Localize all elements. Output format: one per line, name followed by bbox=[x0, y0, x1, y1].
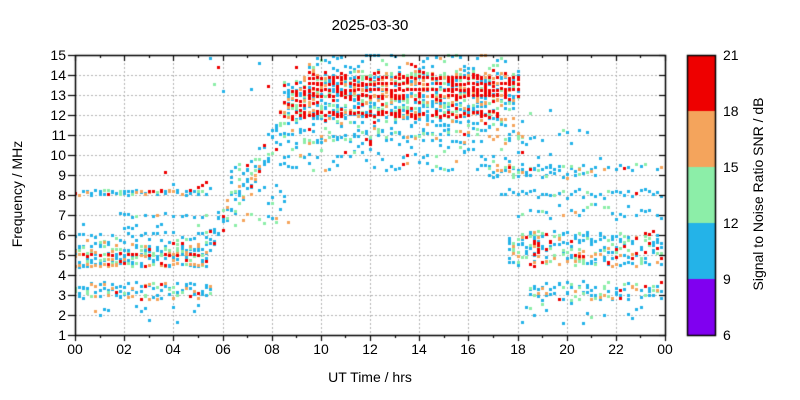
y-tick-label: 13 bbox=[50, 87, 66, 103]
x-tick-label: 04 bbox=[165, 341, 181, 357]
colorbar-label: Signal to Noise Ratio SNR / dB bbox=[750, 97, 766, 291]
colorbar-tick-label: 21 bbox=[723, 47, 739, 63]
x-tick-label: 16 bbox=[460, 341, 476, 357]
x-tick-label: 06 bbox=[215, 341, 231, 357]
x-tick-label: 02 bbox=[116, 341, 132, 357]
y-tick-label: 14 bbox=[50, 67, 66, 83]
colorbar-tick-label: 9 bbox=[723, 271, 731, 287]
y-tick-label: 12 bbox=[50, 107, 66, 123]
colorbar-tick-label: 18 bbox=[723, 103, 739, 119]
y-tick-label: 7 bbox=[58, 207, 66, 223]
y-tick-label: 6 bbox=[58, 227, 66, 243]
x-tick-label: 00 bbox=[67, 341, 83, 357]
y-tick-label: 15 bbox=[50, 47, 66, 63]
y-tick-label: 2 bbox=[58, 307, 66, 323]
x-tick-label: 22 bbox=[608, 341, 624, 357]
y-tick-label: 11 bbox=[51, 127, 66, 143]
y-tick-label: 5 bbox=[58, 247, 66, 263]
y-tick-label: 9 bbox=[58, 167, 66, 183]
x-tick-label: 20 bbox=[559, 341, 575, 357]
y-axis-label: Frequency / MHz bbox=[9, 140, 25, 248]
colorbar-tick-label: 12 bbox=[723, 215, 739, 231]
chart-title: 2025-03-30 bbox=[331, 17, 409, 34]
x-tick-label: 18 bbox=[510, 341, 526, 357]
y-tick-label: 10 bbox=[50, 147, 66, 163]
x-tick-label: 08 bbox=[264, 341, 280, 357]
colorbar-tick-label: 15 bbox=[723, 159, 739, 175]
x-axis-label: UT Time / hrs bbox=[328, 369, 412, 385]
x-tick-label: 00 bbox=[657, 341, 673, 357]
colorbar-tick-label: 6 bbox=[723, 327, 731, 343]
y-tick-label: 4 bbox=[58, 267, 66, 283]
y-tick-label: 8 bbox=[58, 187, 66, 203]
y-tick-label: 1 bbox=[58, 327, 66, 343]
x-tick-label: 12 bbox=[362, 341, 378, 357]
x-tick-label: 14 bbox=[411, 341, 427, 357]
y-tick-label: 3 bbox=[58, 287, 66, 303]
x-tick-label: 10 bbox=[313, 341, 329, 357]
